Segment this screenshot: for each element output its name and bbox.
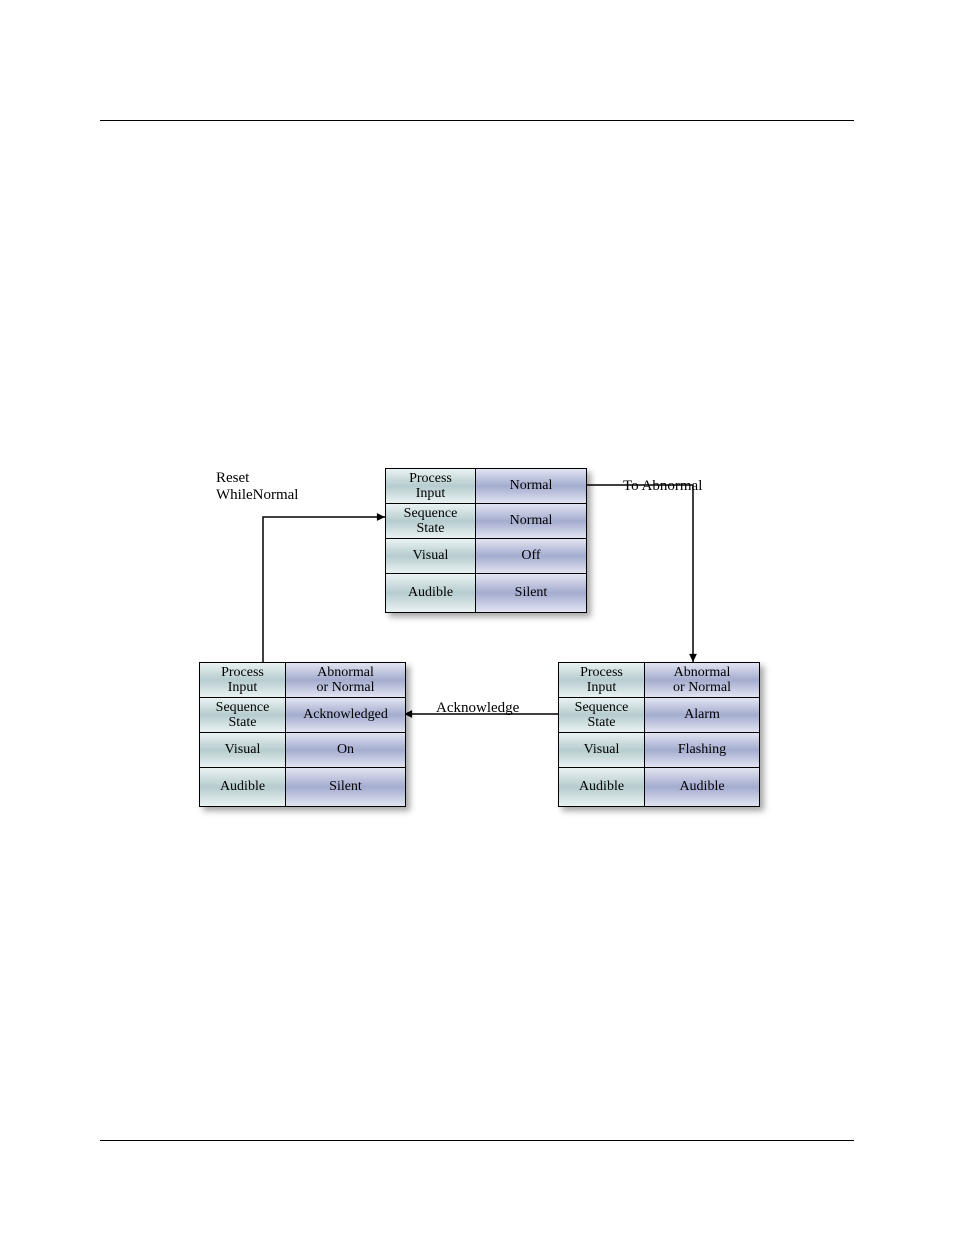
state-row: Sequence StateAcknowledged — [200, 697, 405, 732]
state-row-key: Process Input — [200, 663, 286, 697]
edge-label-to_abnormal: To Abnormal — [623, 478, 702, 495]
state-row-value: Normal — [476, 469, 586, 503]
page: Process InputNormalSequence StateNormalV… — [0, 0, 954, 1235]
state-row-key: Sequence State — [200, 698, 286, 732]
edges-layer — [0, 0, 954, 1235]
state-row-key: Process Input — [386, 469, 476, 503]
state-alarm: Process InputAbnormal or NormalSequence … — [558, 662, 760, 807]
state-row-value: Silent — [476, 574, 586, 612]
state-row-key: Sequence State — [559, 698, 645, 732]
state-row: Process InputNormal — [386, 469, 586, 503]
state-ack: Process InputAbnormal or NormalSequence … — [199, 662, 406, 807]
state-row-key: Visual — [200, 733, 286, 767]
edge-label-reset_while_normal: Reset WhileNormal — [216, 470, 298, 504]
state-row: Process InputAbnormal or Normal — [559, 663, 759, 697]
state-normal: Process InputNormalSequence StateNormalV… — [385, 468, 587, 613]
state-row-key: Visual — [559, 733, 645, 767]
state-row: AudibleAudible — [559, 767, 759, 806]
state-row-value: Acknowledged — [286, 698, 405, 732]
state-row-key: Process Input — [559, 663, 645, 697]
edge-label-acknowledge: Acknowledge — [436, 700, 519, 717]
state-row: Sequence StateAlarm — [559, 697, 759, 732]
state-row-key: Audible — [200, 768, 286, 806]
bottom-rule — [100, 1140, 854, 1141]
state-row: Sequence StateNormal — [386, 503, 586, 538]
state-row-key: Audible — [559, 768, 645, 806]
state-row-value: Silent — [286, 768, 405, 806]
state-row-key: Sequence State — [386, 504, 476, 538]
state-row-value: Audible — [645, 768, 759, 806]
state-row: VisualOff — [386, 538, 586, 573]
state-row: Process InputAbnormal or Normal — [200, 663, 405, 697]
top-rule — [100, 120, 854, 121]
state-row-value: On — [286, 733, 405, 767]
state-row: VisualOn — [200, 732, 405, 767]
state-row-value: Abnormal or Normal — [286, 663, 405, 697]
state-row-value: Abnormal or Normal — [645, 663, 759, 697]
state-row-value: Off — [476, 539, 586, 573]
state-row: AudibleSilent — [386, 573, 586, 612]
state-row-value: Flashing — [645, 733, 759, 767]
state-row: VisualFlashing — [559, 732, 759, 767]
state-row-key: Audible — [386, 574, 476, 612]
state-row-value: Alarm — [645, 698, 759, 732]
state-row: AudibleSilent — [200, 767, 405, 806]
state-row-value: Normal — [476, 504, 586, 538]
state-row-key: Visual — [386, 539, 476, 573]
